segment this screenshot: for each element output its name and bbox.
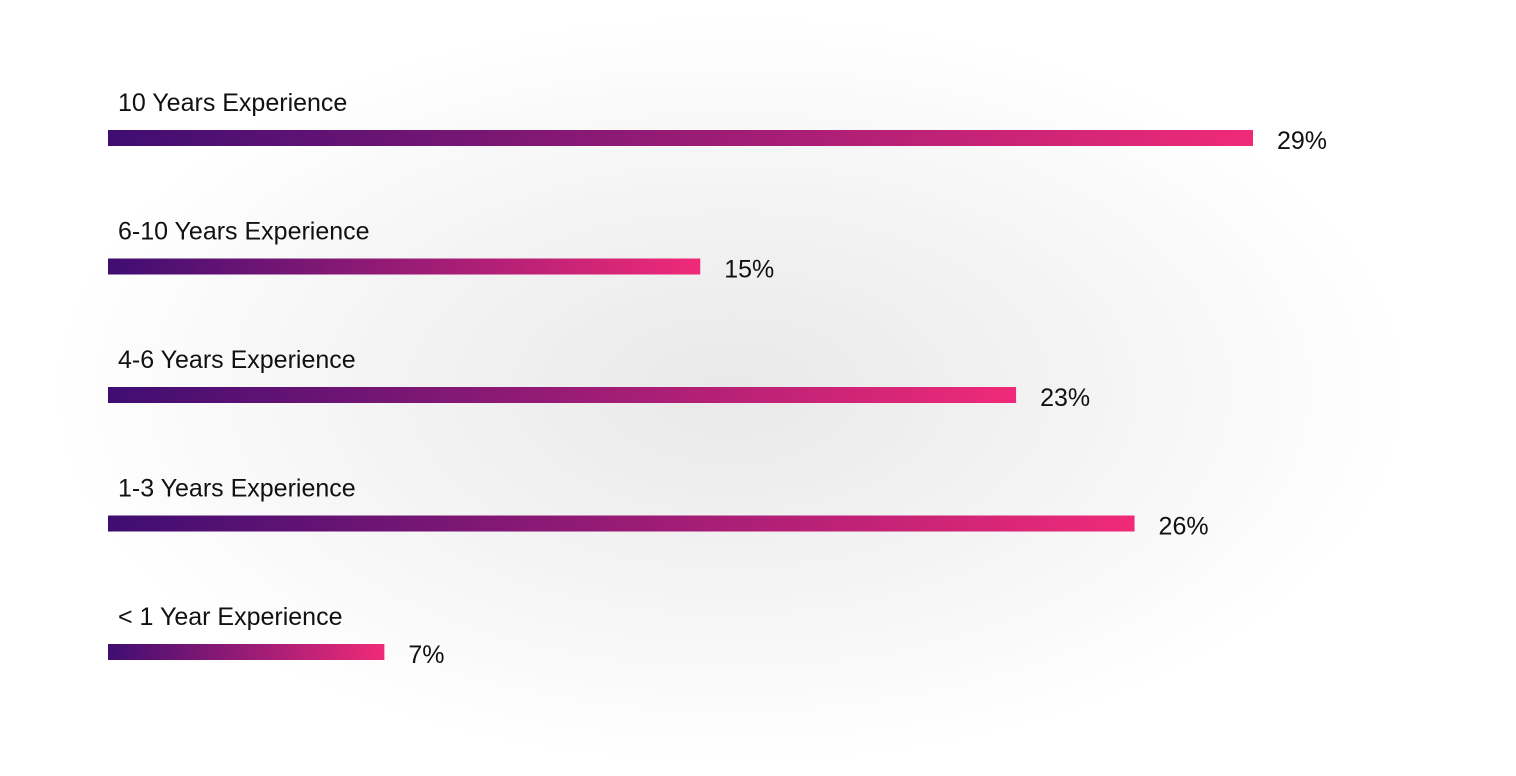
value-label: 15% (724, 256, 774, 284)
bar (108, 130, 1253, 146)
category-label: 4-6 Years Experience (118, 346, 356, 374)
bar (108, 644, 385, 660)
value-label: 7% (408, 641, 444, 669)
value-label: 26% (1159, 513, 1209, 541)
bars-group: 10 Years Experience 29% 6-10 Years Experie… (108, 89, 1327, 669)
category-label: 1-3 Years Experience (118, 475, 356, 503)
value-label: 29% (1277, 127, 1327, 155)
value-label: 23% (1040, 384, 1090, 412)
bar (108, 258, 701, 275)
category-label: 10 Years Experience (118, 89, 347, 117)
bar (108, 515, 1135, 532)
category-label: < 1 Year Experience (118, 603, 342, 631)
bar (108, 387, 1017, 403)
category-label: 6-10 Years Experience (118, 218, 370, 246)
